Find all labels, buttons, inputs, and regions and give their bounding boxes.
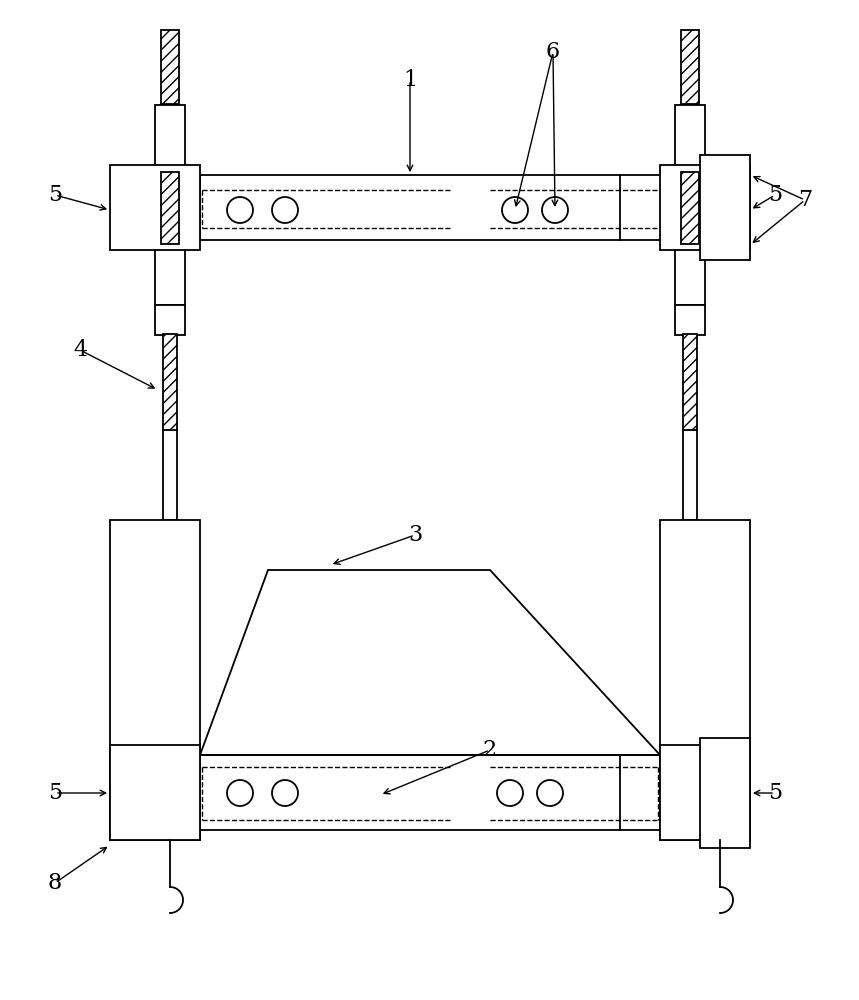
Bar xyxy=(110,755,750,830)
Bar xyxy=(110,520,200,840)
Bar xyxy=(660,745,750,840)
Text: 6: 6 xyxy=(546,41,560,63)
Bar xyxy=(163,430,177,520)
Text: 4: 4 xyxy=(73,339,87,361)
Bar xyxy=(660,520,750,840)
Bar xyxy=(675,243,705,305)
Bar xyxy=(155,305,185,335)
Bar xyxy=(675,105,705,172)
Bar xyxy=(110,745,200,840)
Text: 7: 7 xyxy=(798,189,812,211)
Bar xyxy=(681,30,699,104)
Text: 8: 8 xyxy=(48,872,62,894)
Bar xyxy=(660,165,750,250)
Bar xyxy=(148,175,712,240)
Bar xyxy=(155,105,185,172)
Text: 3: 3 xyxy=(408,524,422,546)
Bar xyxy=(683,430,697,520)
Bar xyxy=(675,305,705,335)
Bar xyxy=(161,30,179,104)
Bar xyxy=(110,165,200,250)
Bar xyxy=(163,334,177,430)
Text: 1: 1 xyxy=(403,69,417,91)
Text: 5: 5 xyxy=(768,184,782,206)
Bar xyxy=(161,172,179,244)
Bar xyxy=(681,172,699,244)
Bar xyxy=(700,738,750,848)
Bar xyxy=(155,243,185,305)
Text: 5: 5 xyxy=(48,184,62,206)
Text: 5: 5 xyxy=(768,782,782,804)
Text: 5: 5 xyxy=(48,782,62,804)
Text: 2: 2 xyxy=(483,739,497,761)
Bar xyxy=(700,155,750,260)
Bar xyxy=(683,334,697,430)
